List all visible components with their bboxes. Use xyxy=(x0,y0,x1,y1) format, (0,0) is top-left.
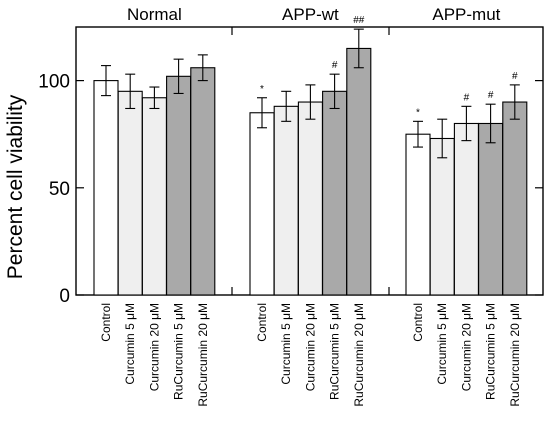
y-tick-label: 50 xyxy=(49,179,70,200)
group-labels: Normal APP-wt APP-mut xyxy=(127,5,501,24)
bar xyxy=(502,101,528,296)
category-label: RuCurcumin 20 μM xyxy=(352,303,366,407)
y-axis-label: Percent cell viability xyxy=(4,94,27,279)
significance-mark: # xyxy=(332,60,338,71)
group-label: APP-mut xyxy=(432,5,500,24)
bar xyxy=(249,112,275,296)
significance-mark: # xyxy=(512,71,518,82)
bars xyxy=(93,47,528,296)
bar xyxy=(453,122,479,296)
category-label: RuCurcumin 5 μM xyxy=(328,303,342,400)
category-label: Control xyxy=(411,303,425,342)
category-label: RuCurcumin 20 μM xyxy=(196,303,210,407)
bar xyxy=(322,90,348,296)
significance-marks: *###*# ## xyxy=(260,15,518,118)
category-labels: Control Curcumin 5 μM Curcumin 20 μM RuCurc… xyxy=(99,303,522,407)
bar xyxy=(141,97,167,296)
category-label: RuCurcumin 20 μM xyxy=(508,303,522,407)
y-tick-label: 100 xyxy=(38,72,70,93)
bar xyxy=(346,47,372,296)
bar xyxy=(297,101,323,296)
category-label: Curcumin 20 μM xyxy=(147,303,161,391)
category-label: Curcumin 5 μM xyxy=(279,303,293,385)
category-label: Curcumin 5 μM xyxy=(435,303,449,385)
category-label: Curcumin 20 μM xyxy=(303,303,317,391)
y-tick-label: 0 xyxy=(59,286,70,307)
bar xyxy=(478,122,504,296)
category-label: RuCurcumin 5 μM xyxy=(484,303,498,400)
significance-mark: ## xyxy=(353,15,365,26)
y-axis: 0 50 100 xyxy=(38,72,543,307)
category-label: Control xyxy=(255,303,269,342)
bar xyxy=(93,80,119,296)
bar xyxy=(273,105,299,296)
group-label: Normal xyxy=(127,5,182,24)
bar xyxy=(429,137,455,296)
significance-mark: * xyxy=(260,84,264,95)
bar xyxy=(166,75,192,296)
bar xyxy=(117,90,143,296)
category-label: RuCurcumin 5 μM xyxy=(172,303,186,400)
bar xyxy=(190,67,216,296)
category-label: Control xyxy=(99,303,113,342)
significance-mark: * xyxy=(416,107,420,118)
group-label: APP-wt xyxy=(282,5,339,24)
category-label: Curcumin 5 μM xyxy=(123,303,137,385)
significance-mark: # xyxy=(488,90,494,101)
category-label: Curcumin 20 μM xyxy=(459,303,473,391)
significance-mark: # xyxy=(464,92,470,103)
error-bars xyxy=(101,28,520,159)
bar xyxy=(405,133,431,296)
